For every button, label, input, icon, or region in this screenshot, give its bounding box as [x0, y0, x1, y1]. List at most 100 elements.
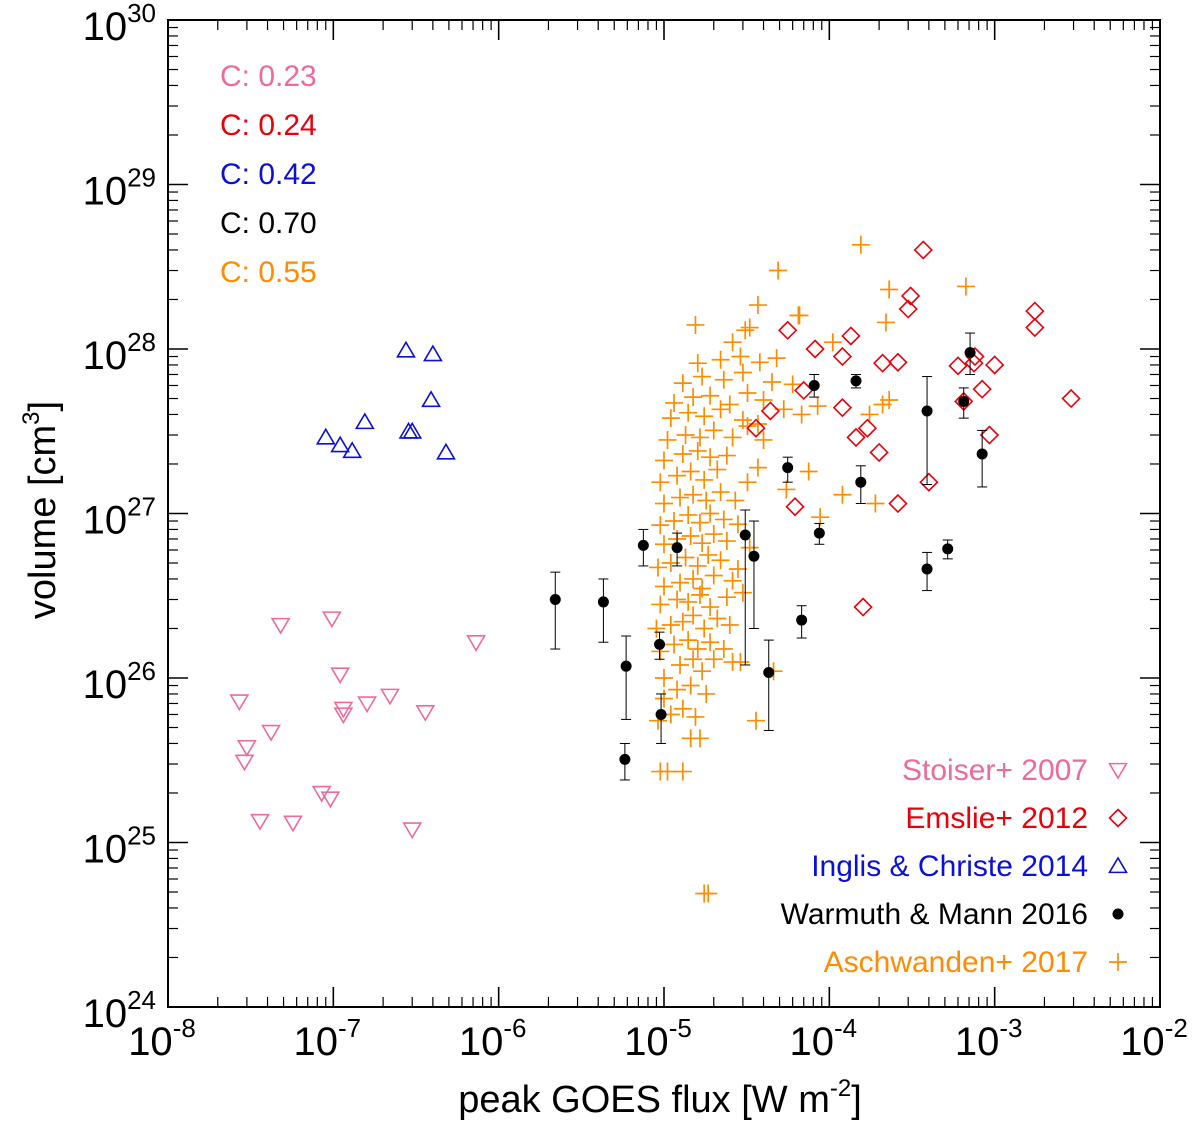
data-point [436, 442, 456, 460]
data-point [792, 405, 811, 424]
data-point [799, 462, 818, 481]
legend-marker [1109, 953, 1127, 971]
y-tick-label: 1024 [83, 985, 156, 1036]
data-point [778, 320, 798, 340]
data-point [714, 510, 733, 529]
data-point [723, 428, 742, 447]
data-point [688, 441, 707, 460]
series-emslie-2012 [746, 240, 1081, 617]
data-point [688, 354, 707, 373]
data-point [671, 573, 690, 592]
data-point [972, 379, 992, 399]
data-point [688, 640, 707, 659]
data-point [846, 427, 866, 448]
data-point [850, 375, 862, 387]
y-tick-label: 1026 [83, 656, 156, 707]
legend-marker [1108, 856, 1128, 874]
data-point [649, 558, 668, 577]
data-point [726, 491, 745, 510]
data-point [693, 579, 712, 598]
data-point [738, 384, 757, 403]
data-point [754, 430, 773, 449]
data-point [701, 504, 720, 523]
data-point [654, 638, 666, 650]
data-point [619, 753, 631, 765]
data-point [796, 614, 808, 626]
data-point [808, 397, 827, 416]
data-point [693, 534, 712, 553]
y-tick-label: 1028 [83, 327, 156, 378]
data-point [637, 539, 649, 551]
data-point [880, 390, 899, 409]
data-point [261, 724, 281, 742]
data-point [695, 470, 714, 489]
data-point [651, 595, 670, 614]
data-point [321, 611, 342, 629]
data-point [841, 326, 861, 346]
data-point [655, 494, 673, 513]
data-point [714, 370, 733, 389]
data-point [717, 446, 736, 465]
data-point [684, 485, 703, 504]
data-point [396, 340, 416, 358]
data-point [681, 526, 700, 545]
data-point [872, 353, 893, 373]
data-point [860, 405, 879, 424]
correlation-label: C: 0.23 [220, 60, 317, 93]
data-point [720, 395, 739, 414]
data-point [695, 619, 714, 638]
data-point [723, 333, 742, 352]
data-point [711, 483, 730, 502]
series-warmuth-mann-2016 [549, 332, 988, 781]
data-point [671, 542, 683, 554]
data-point [422, 344, 443, 362]
data-point [671, 488, 690, 507]
x-tick-label: 10-8 [128, 1013, 196, 1064]
data-point [748, 458, 767, 477]
data-point [665, 512, 684, 531]
series-inglis-christe-2014 [315, 340, 456, 460]
data-point [283, 815, 303, 833]
data-point [714, 640, 733, 659]
data-point [699, 884, 718, 903]
data-point [760, 401, 781, 421]
correlation-label: C: 0.24 [220, 109, 317, 142]
data-point [315, 427, 336, 445]
data-point [748, 296, 767, 315]
data-point [898, 299, 918, 319]
data-point [790, 306, 809, 325]
data-point [748, 550, 760, 562]
data-point [673, 699, 692, 718]
data-point [888, 493, 908, 514]
data-point [711, 551, 730, 570]
data-point [711, 350, 730, 369]
data-point [767, 349, 786, 368]
data-point [597, 596, 609, 608]
data-point [673, 762, 692, 781]
data-point [813, 527, 825, 539]
legend-marker [1108, 762, 1128, 780]
data-point [665, 393, 684, 412]
data-point [679, 403, 698, 422]
data-point [651, 516, 670, 535]
data-point [330, 435, 351, 453]
data-point [769, 261, 788, 280]
data-point [736, 321, 755, 340]
data-point [921, 405, 933, 417]
x-tick-label: 10-6 [459, 1013, 527, 1064]
data-point [421, 390, 441, 408]
data-point [731, 347, 750, 366]
data-point [684, 569, 703, 588]
data-point [684, 606, 703, 625]
x-tick-label: 10-3 [955, 1013, 1023, 1064]
data-point [311, 785, 332, 803]
data-points [229, 235, 1081, 903]
legend-label: Stoiser+ 2007 [902, 754, 1088, 787]
data-point [754, 390, 773, 409]
data-point [720, 615, 739, 634]
data-point [876, 313, 895, 332]
legend-label: Emslie+ 2012 [905, 802, 1088, 835]
data-point [717, 532, 736, 551]
data-point [236, 739, 257, 757]
